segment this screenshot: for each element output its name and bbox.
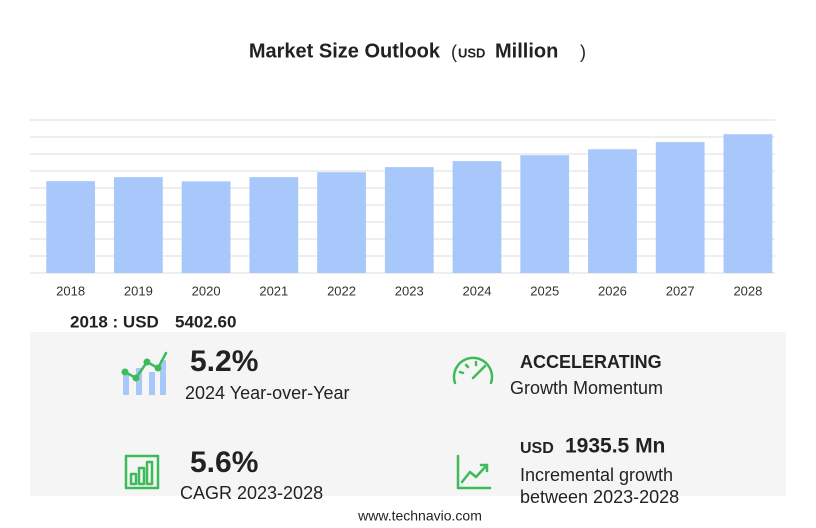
bar bbox=[384, 167, 434, 273]
unit-close: ) bbox=[580, 42, 586, 62]
kpi-value: 5.2% bbox=[190, 345, 258, 378]
kpi-currency: USD bbox=[520, 440, 554, 457]
bar bbox=[113, 177, 163, 273]
x-tick-label: 2018 bbox=[56, 283, 85, 298]
cagr-icon bbox=[124, 454, 160, 490]
kpi-panel bbox=[30, 332, 786, 496]
kpi-label: CAGR 2023-2028 bbox=[180, 483, 323, 503]
x-tick-label: 2026 bbox=[598, 283, 627, 298]
kpi-value: 1935.5 Mn bbox=[565, 435, 665, 458]
unit-open: ( bbox=[451, 42, 457, 62]
bar bbox=[723, 134, 773, 273]
incremental-icon bbox=[456, 454, 492, 490]
kpi-label: Incremental growth bbox=[520, 465, 673, 485]
bar bbox=[46, 181, 96, 273]
yoy-icon bbox=[121, 351, 168, 395]
x-tick-label: 2019 bbox=[124, 283, 153, 298]
kpi-label: Growth Momentum bbox=[510, 378, 663, 398]
x-tick-label: 2022 bbox=[327, 283, 356, 298]
kpi-value: ACCELERATING bbox=[520, 352, 662, 372]
bar bbox=[181, 181, 231, 273]
bar bbox=[452, 161, 502, 273]
kpi-label: 2024 Year-over-Year bbox=[185, 383, 349, 403]
bar bbox=[588, 149, 637, 273]
x-tick-label: 2024 bbox=[463, 283, 492, 298]
x-tick-label: 2027 bbox=[666, 283, 695, 298]
unit-name: Million bbox=[495, 40, 558, 62]
unit-currency: USD bbox=[458, 45, 485, 60]
base-value: 5402.60 bbox=[175, 312, 236, 331]
kpi-label: between 2023-2028 bbox=[520, 487, 679, 507]
bar bbox=[317, 172, 366, 273]
bar bbox=[655, 142, 705, 273]
bar bbox=[520, 155, 570, 273]
x-tick-label: 2025 bbox=[530, 283, 559, 298]
footer: www.technavio.com bbox=[357, 508, 482, 524]
x-tick-label: 2028 bbox=[733, 283, 762, 298]
x-tick-label: 2020 bbox=[192, 283, 221, 298]
base-label: 2018 : USD bbox=[70, 312, 159, 331]
chart-title: Market Size Outlook bbox=[249, 40, 441, 62]
bar bbox=[249, 177, 299, 273]
momentum-icon bbox=[452, 356, 494, 385]
plot-area: 2018 2019 2020 2021 2022 2023 2024 2025 2026 2027… bbox=[30, 119, 775, 298]
x-tick-label: 2021 bbox=[259, 283, 288, 298]
x-tick-label: 2023 bbox=[395, 283, 424, 298]
kpi-value: 5.6% bbox=[190, 446, 258, 479]
